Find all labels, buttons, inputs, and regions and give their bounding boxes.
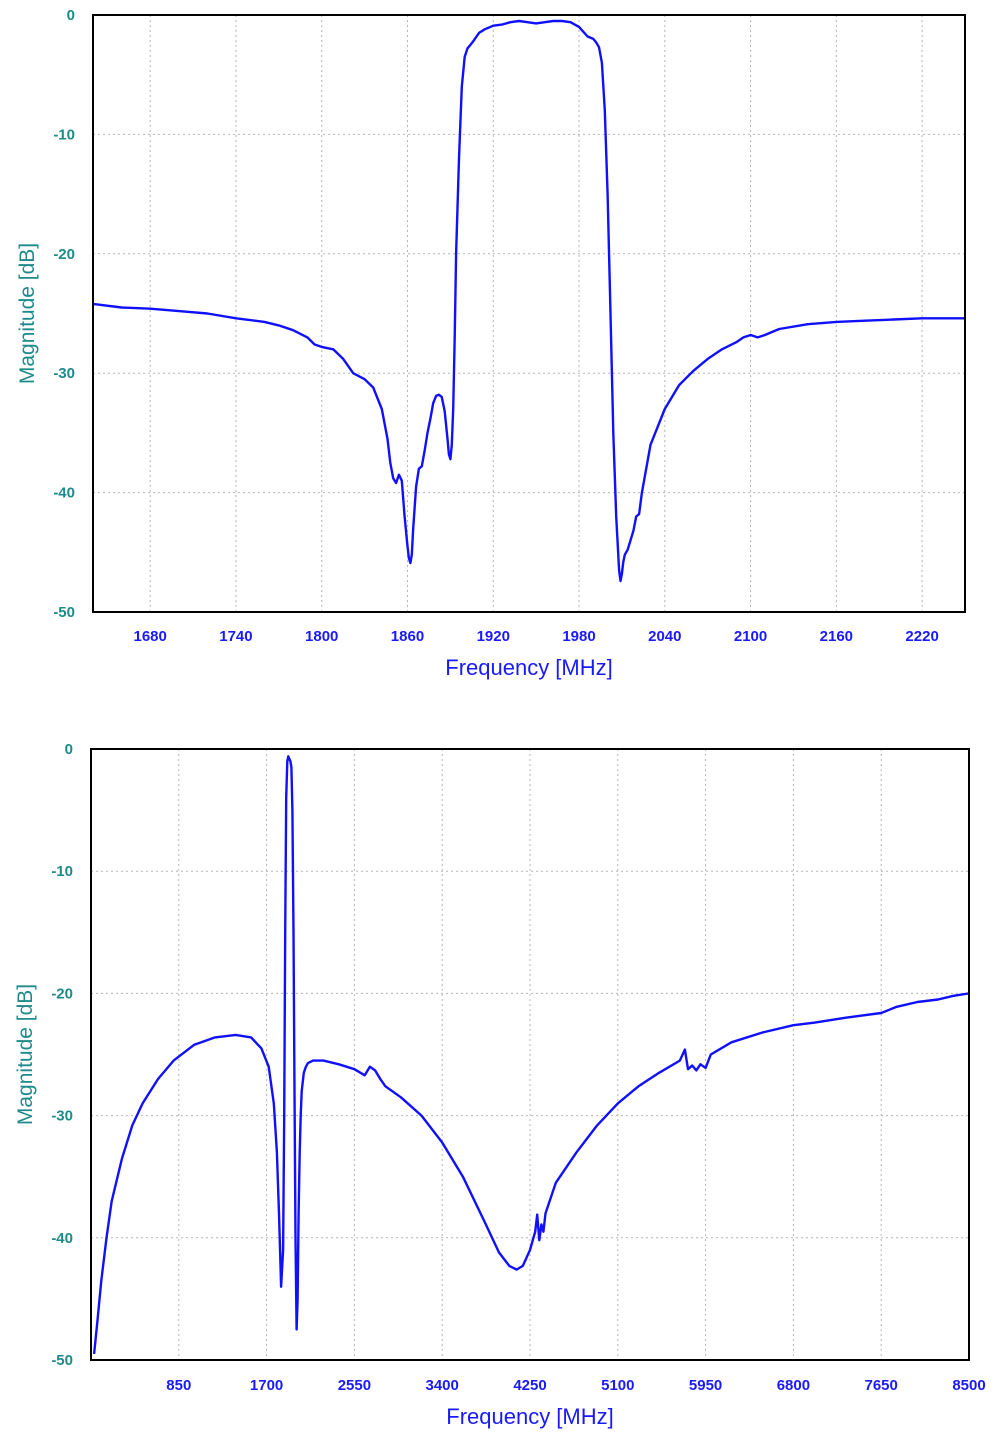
chart-narrowband: 0 -10 -20 -30 -40 -50 1680 1740 1800 1860 1920 1980… bbox=[16, 7, 966, 680]
y-tick-label: 0 bbox=[67, 7, 75, 24]
plot-frame bbox=[90, 748, 970, 1361]
series-line bbox=[92, 755, 969, 1355]
y-tick-label: 0 bbox=[65, 741, 73, 758]
x-tick-label: 2220 bbox=[905, 628, 938, 645]
x-tick-label: 1920 bbox=[477, 628, 510, 645]
x-tick-label: 1680 bbox=[133, 628, 166, 645]
x-tick-label: 1800 bbox=[305, 628, 338, 645]
x-tick-label: 1700 bbox=[250, 1377, 283, 1394]
y-axis-label: Magnitude [dB] bbox=[16, 243, 39, 384]
x-tick-label: 7650 bbox=[865, 1377, 898, 1394]
y-tick-label: -10 bbox=[53, 126, 75, 143]
plot-frame bbox=[92, 14, 966, 613]
x-tick-label: 2160 bbox=[820, 628, 853, 645]
y-tick-label: -40 bbox=[53, 485, 75, 502]
x-tick-label: 850 bbox=[166, 1377, 191, 1394]
y-axis-label: Magnitude [dB] bbox=[14, 984, 37, 1125]
y-tick-label: -50 bbox=[53, 604, 75, 621]
x-tick-label: 2550 bbox=[338, 1377, 371, 1394]
y-tick-label: -20 bbox=[53, 246, 75, 263]
y-tick-label: -30 bbox=[53, 365, 75, 382]
x-tick-label: 4250 bbox=[513, 1377, 546, 1394]
x-tick-label: 1740 bbox=[219, 628, 252, 645]
y-tick-label: -10 bbox=[51, 863, 73, 880]
y-tick-label: -20 bbox=[51, 985, 73, 1002]
y-tick-label: -40 bbox=[51, 1230, 73, 1247]
y-tick-label: -30 bbox=[51, 1108, 73, 1125]
x-tick-label: 3400 bbox=[426, 1377, 459, 1394]
x-tick-label: 2040 bbox=[648, 628, 681, 645]
x-tick-label: 2100 bbox=[734, 628, 767, 645]
series-line bbox=[93, 19, 965, 583]
x-axis-label: Frequency [MHz] bbox=[446, 1404, 614, 1429]
x-tick-label: 8500 bbox=[952, 1377, 985, 1394]
x-tick-label: 1860 bbox=[391, 628, 424, 645]
chart-wideband: 0 -10 -20 -30 -40 -50 850 1700 2550 3400 4250 5100 5… bbox=[14, 741, 986, 1429]
y-tick-label: -50 bbox=[51, 1352, 73, 1369]
x-axis-label: Frequency [MHz] bbox=[445, 655, 613, 680]
x-tick-label: 5950 bbox=[689, 1377, 722, 1394]
x-tick-label: 5100 bbox=[601, 1377, 634, 1394]
x-tick-label: 1980 bbox=[562, 628, 595, 645]
x-tick-label: 6800 bbox=[777, 1377, 810, 1394]
